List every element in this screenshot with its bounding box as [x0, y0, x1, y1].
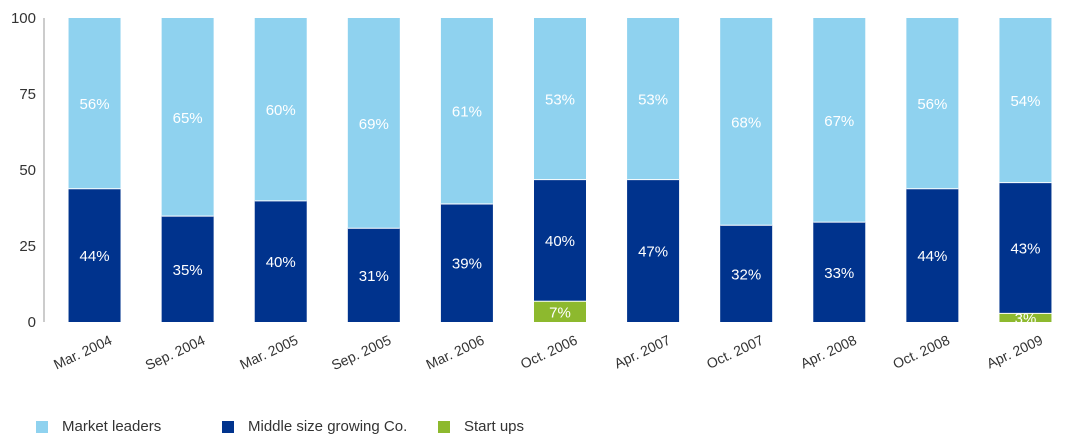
legend-label-market-leaders: Market leaders	[62, 418, 162, 435]
bar-segment	[813, 221, 866, 322]
legend-label-middle-size: Middle size growing Co.	[248, 418, 408, 435]
data-label: 56%	[917, 96, 947, 113]
legend-item-middle-size: Middle size growing Co.	[222, 418, 438, 435]
bar-segment	[254, 18, 307, 201]
data-label: 47%	[638, 244, 668, 261]
bar-segment	[720, 224, 773, 322]
data-label: 68%	[731, 114, 761, 131]
x-tick-label: Mar. 2004	[51, 332, 114, 373]
y-tick-label: 0	[28, 314, 36, 331]
data-label: 54%	[1010, 93, 1040, 110]
x-tick-label: Oct. 2007	[704, 332, 766, 372]
bar-segment	[534, 179, 586, 301]
data-label: 69%	[359, 116, 389, 133]
data-label: 44%	[80, 248, 110, 265]
chart-legend: Market leaders Middle size growing Co. S…	[36, 418, 524, 435]
data-label: 7%	[549, 304, 571, 321]
data-label: 60%	[266, 102, 296, 119]
data-label: 35%	[173, 262, 203, 279]
legend-swatch-market-leaders	[36, 420, 48, 433]
x-tick-label: Oct. 2008	[890, 332, 952, 372]
data-label: 3%	[1015, 310, 1037, 327]
bar-segment	[161, 215, 214, 322]
data-label: 67%	[824, 113, 854, 130]
x-tick-label: Sep. 2005	[329, 332, 394, 374]
bar-segment	[627, 179, 680, 322]
data-label: 40%	[266, 254, 296, 271]
data-label: 33%	[824, 265, 854, 282]
legend-label-start-ups: Start ups	[464, 418, 525, 435]
x-tick-label: Mar. 2005	[237, 332, 300, 373]
legend-swatch-middle-size	[222, 420, 234, 433]
bar-segment	[440, 203, 493, 322]
data-label: 43%	[1010, 241, 1040, 258]
data-label: 44%	[917, 248, 947, 265]
x-tick-label: Sep. 2004	[143, 332, 208, 374]
x-tick-label: Apr. 2008	[798, 332, 859, 372]
data-label: 53%	[545, 92, 575, 109]
bar-segment	[68, 188, 121, 322]
y-tick-label: 100	[11, 10, 36, 27]
data-label: 40%	[545, 233, 575, 250]
y-tick-label: 25	[19, 238, 36, 255]
legend-item-market-leaders: Market leaders	[36, 418, 222, 435]
bar-segment	[254, 200, 307, 322]
data-label: 56%	[80, 96, 110, 113]
bar-segment	[906, 188, 959, 322]
data-label: 39%	[452, 256, 482, 273]
x-tick-label: Mar. 2006	[423, 332, 486, 373]
legend-swatch-start-ups	[438, 420, 450, 433]
y-tick-label: 75	[19, 86, 36, 103]
y-tick-label: 50	[19, 162, 36, 179]
bar-segment	[68, 18, 121, 189]
bar-segment	[813, 18, 866, 222]
bar-segment	[999, 182, 1052, 313]
x-tick-label: Apr. 2009	[984, 332, 1045, 372]
data-label: 61%	[452, 104, 482, 121]
x-tick-label: Apr. 2007	[612, 332, 673, 372]
bar-segment	[161, 18, 214, 216]
bar-segment	[534, 18, 586, 180]
data-label: 53%	[638, 92, 668, 109]
bar-segment	[627, 18, 680, 180]
bar-segment	[440, 18, 493, 204]
data-label: 32%	[731, 266, 761, 283]
bar-segment	[720, 18, 773, 225]
x-tick-label: Oct. 2006	[518, 332, 580, 372]
bar-segment	[347, 227, 400, 322]
bar-segment	[999, 312, 1052, 322]
legend-item-start-ups: Start ups	[438, 418, 524, 435]
bar-segment	[534, 300, 586, 322]
bar-segment	[999, 18, 1052, 183]
bar-segment	[347, 18, 400, 228]
bar-segment	[906, 18, 959, 189]
data-label: 31%	[359, 268, 389, 285]
data-label: 65%	[173, 110, 203, 127]
